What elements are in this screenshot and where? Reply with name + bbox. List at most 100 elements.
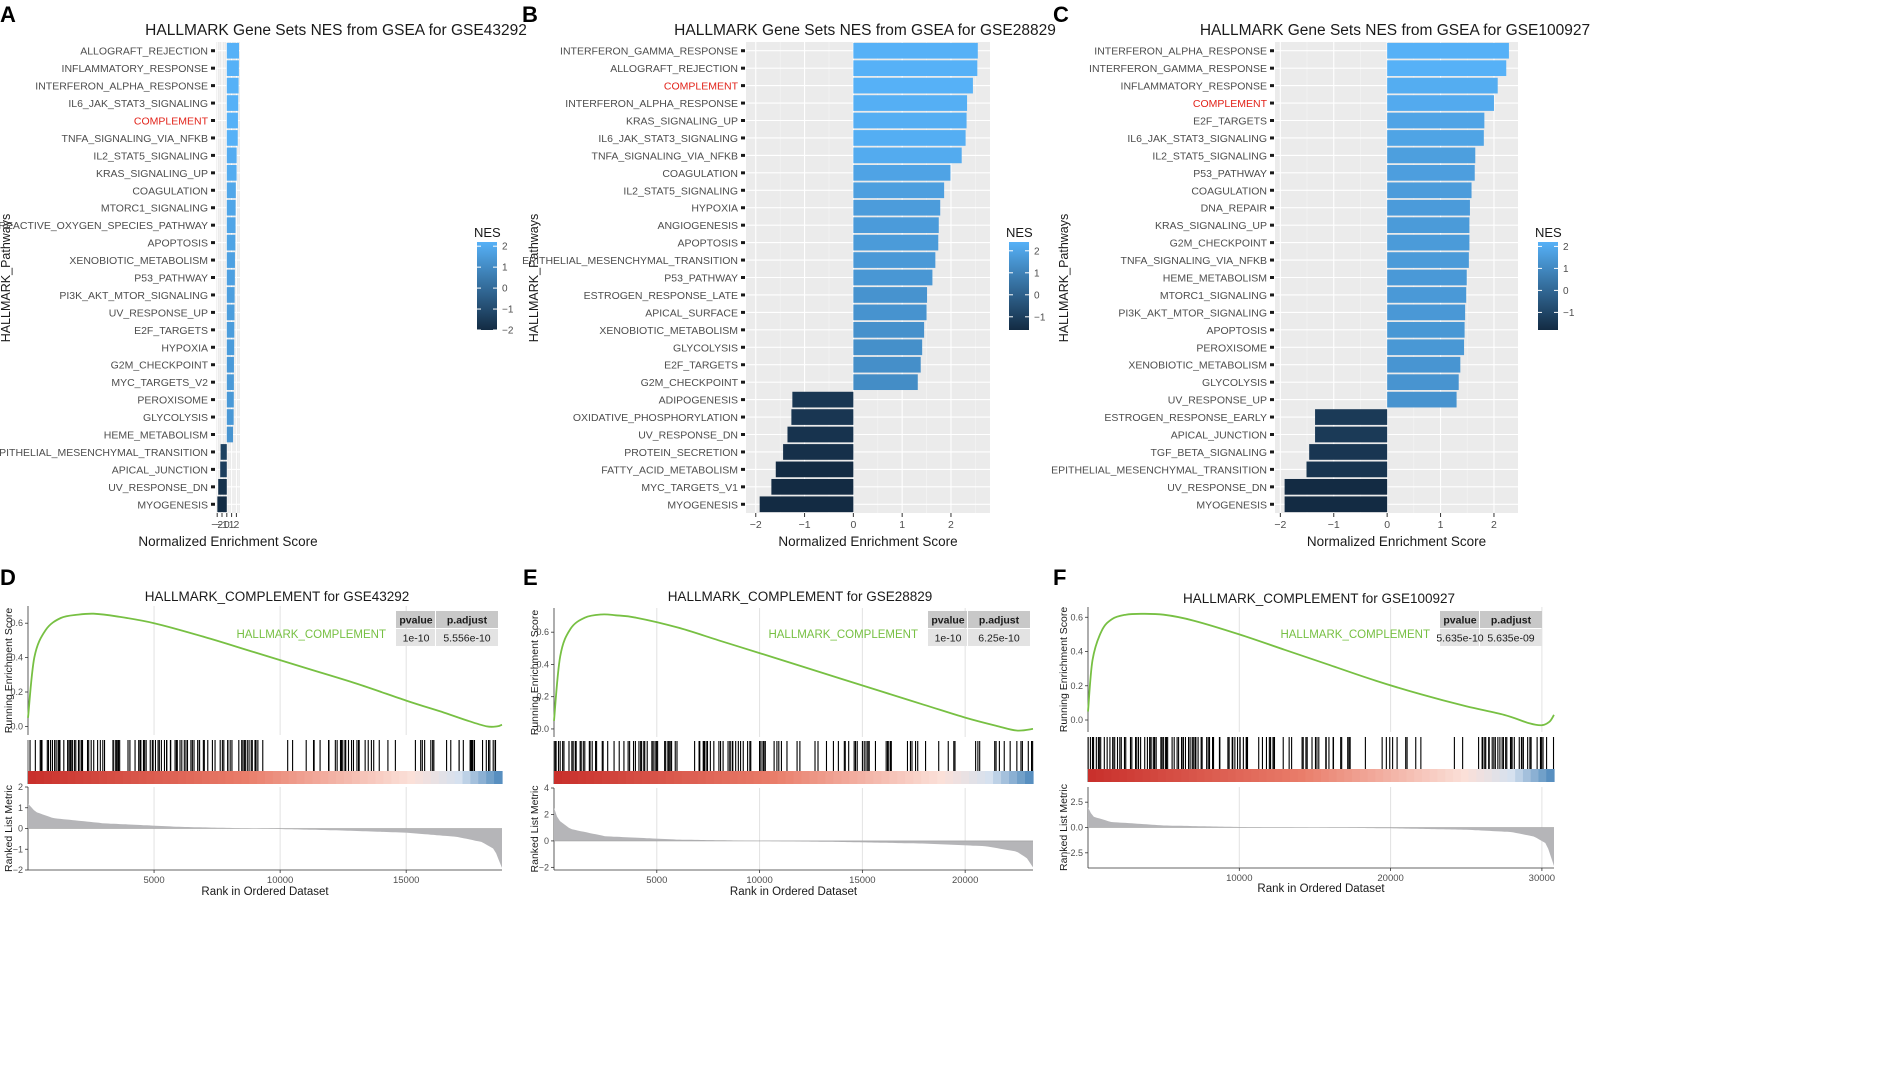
rank-heat-cell [1476, 769, 1485, 782]
bar [1387, 287, 1467, 303]
bar [220, 461, 227, 478]
rank-heat-cell [1212, 769, 1221, 782]
y-tick-label: COAGULATION [1191, 185, 1267, 197]
rank-heat-cell [777, 771, 787, 784]
chart-title: HALLMARK_COMPLEMENT for GSE100927 [1183, 591, 1455, 606]
rank-heat-cell [1227, 769, 1237, 782]
x-tick-label: 15000 [393, 875, 419, 886]
rank-heat-cell [617, 771, 627, 784]
bar [853, 112, 967, 129]
rank-heat-cell [162, 771, 171, 784]
bar [220, 444, 227, 460]
bar [853, 60, 978, 77]
y-tick-label: APICAL_JUNCTION [1171, 430, 1267, 442]
y-tick-label: ANGIOGENESIS [657, 220, 738, 232]
chart-title: HALLMARK Gene Sets NES from GSEA for GSE… [674, 22, 1056, 39]
bar [226, 217, 236, 234]
rank-heat-cell [569, 771, 579, 784]
y-tick-label: TNFA_SIGNALING_VIA_NFKB [592, 150, 738, 162]
running-es-line [1087, 612, 1555, 727]
y-tick-label: E2F_TARGETS [664, 360, 738, 372]
bar [1387, 199, 1470, 216]
rank-heat-cell [1204, 769, 1213, 782]
rank-heat-cell [193, 771, 203, 784]
y-tick-label: HEME_METABOLISM [104, 430, 208, 442]
y-tick-label: APICAL_JUNCTION [112, 464, 208, 476]
rank-heat-cell [729, 771, 739, 784]
table-header-padjust: p.adjust [447, 615, 488, 627]
rank-heat-cell [209, 771, 219, 784]
rank-heat-cell [99, 771, 108, 784]
rank-heat-cell [1445, 769, 1454, 782]
metric-y-tick-label: −2 [539, 862, 549, 872]
rank-heat-cell [681, 771, 691, 784]
rank-heat-cell [737, 771, 747, 784]
y-tick-label: FATTY_ACID_METABOLISM [601, 464, 738, 476]
rank-heat-cell [993, 771, 1002, 784]
rank-heat-cell [1328, 769, 1338, 782]
bar [853, 130, 966, 146]
rank-heat-cell [1119, 769, 1128, 782]
legend-tick-label: −2 [502, 326, 514, 337]
y-tick-label: IL2_STAT5_SIGNALING [93, 150, 208, 162]
x-tick-label: 20000 [952, 875, 978, 886]
rank-heat-cell [336, 771, 345, 784]
rank-heat-cell [713, 771, 723, 784]
es-y-tick-label: 0.6 [10, 618, 23, 628]
bar [853, 356, 921, 373]
y-tick-label: INFLAMMATORY_RESPONSE [62, 63, 208, 75]
rank-heat-cell [1546, 769, 1555, 782]
bar [853, 304, 927, 321]
y-tick-label: XENOBIOTIC_METABOLISM [599, 325, 738, 337]
rank-heat-cell [470, 771, 479, 784]
panel-label: F [1053, 565, 1066, 590]
rank-heat-cell [67, 771, 76, 784]
table-padjust: 5.556e-10 [443, 633, 490, 645]
bar [1387, 304, 1466, 321]
x-tick-label: 0 [850, 519, 856, 531]
x-tick-label: −2 [750, 519, 762, 531]
legend-colorbar [477, 242, 497, 330]
rank-heat-cell [1390, 769, 1400, 782]
rank-heat-cell [1398, 769, 1408, 782]
rank-heat-cell [1359, 769, 1369, 782]
rank-heat-cell [122, 771, 132, 784]
x-tick-label: −2 [1274, 519, 1286, 531]
rank-heat-cell [785, 771, 795, 784]
rank-heat-cell [641, 771, 651, 784]
bar [1284, 478, 1388, 495]
bar [1309, 444, 1388, 460]
bar [226, 356, 234, 373]
bar [1387, 391, 1457, 408]
rank-heat-cell [577, 771, 587, 784]
bar [1387, 269, 1467, 286]
rank-heat-cell [1088, 769, 1097, 782]
bar [226, 112, 238, 129]
y-tick-label: PI3K_AKT_MTOR_SIGNALING [1118, 307, 1267, 319]
y-tick-label: UV_RESPONSE_DN [108, 482, 208, 494]
bar [787, 426, 854, 443]
legend-tick-label: 2 [502, 242, 508, 253]
x-tick-label: 10000 [746, 875, 772, 886]
x-axis-title: Normalized Enrichment Score [138, 534, 317, 549]
bar [1315, 426, 1388, 443]
y-tick-label: PI3K_AKT_MTOR_SIGNALING [59, 290, 208, 302]
rank-heat-cell [312, 771, 321, 784]
rank-heat-cell [225, 771, 234, 784]
metric-y-axis-title: Ranked List Metric [1058, 784, 1070, 871]
rank-heat-cell [1429, 769, 1439, 782]
bar [226, 42, 239, 59]
rank-heat-cell [1095, 769, 1105, 782]
x-tick-label: 5000 [646, 875, 667, 886]
rank-heat-cell [1344, 769, 1353, 782]
rank-heat-cell [28, 771, 37, 784]
rank-heat-cell [697, 771, 707, 784]
rank-heat-cell [809, 771, 819, 784]
rank-heat-cell [462, 771, 471, 784]
y-tick-label: COAGULATION [132, 185, 208, 197]
running-es-line [27, 612, 503, 728]
series-label: HALLMARK_COMPLEMENT [768, 629, 918, 641]
y-tick-label: XENOBIOTIC_METABOLISM [69, 255, 208, 267]
rank-heat-cell [1126, 769, 1136, 782]
